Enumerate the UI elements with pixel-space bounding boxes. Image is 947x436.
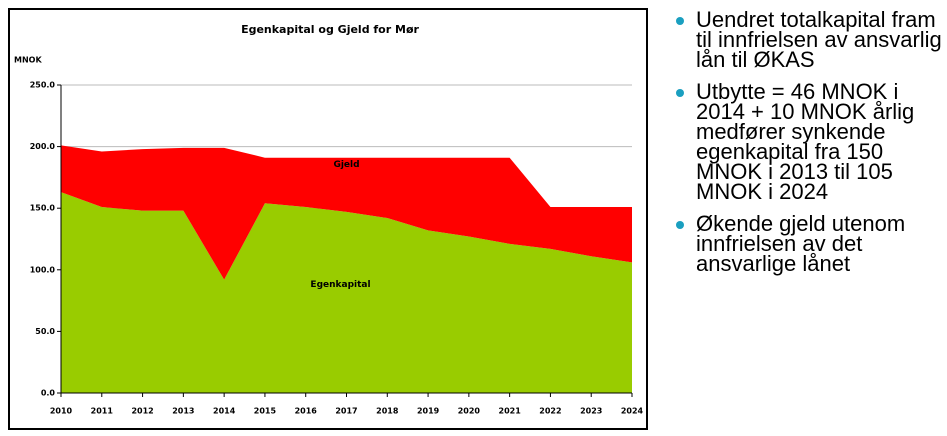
bullet-list: Uendret totalkapital fram til innfrielse…: [672, 9, 942, 286]
x-tick-label: 2010: [50, 407, 73, 416]
chart: Egenkapital og Gjeld for Mør MNOK 0.0 50.…: [8, 8, 648, 430]
area: [61, 145, 632, 280]
bullet-item: Økende gjeld utenom innfrielsen av det a…: [672, 213, 942, 275]
y-tick-label: 150.0: [30, 204, 56, 213]
y-tick-label: 50.0: [35, 327, 55, 336]
bullet-item: Utbytte = 46 MNOK i 2014 + 10 MNOK årlig…: [672, 81, 942, 203]
x-tick-label: 2011: [91, 407, 114, 416]
area-label: Gjeld: [333, 160, 359, 170]
area: [61, 192, 632, 393]
chart-title: Egenkapital og Gjeld for Mør: [241, 23, 419, 36]
x-tick-label: 2021: [499, 407, 522, 416]
x-tick-label: 2022: [539, 407, 561, 416]
x-tick-label: 2018: [376, 407, 399, 416]
y-tick-label: 250.0: [30, 81, 56, 90]
y-axis-label: MNOK: [14, 56, 42, 65]
bullet-item: Uendret totalkapital fram til innfrielse…: [672, 9, 942, 71]
x-tick-label: 2020: [458, 407, 481, 416]
y-tick-label: 100.0: [30, 265, 56, 274]
x-tick-label: 2014: [213, 407, 236, 416]
x-tick-label: 2019: [417, 407, 440, 416]
x-tick-label: 2016: [295, 407, 318, 416]
x-tick-label: 2024: [621, 407, 644, 416]
x-tick-label: 2013: [172, 407, 194, 416]
y-tick-label: 200.0: [30, 142, 56, 151]
y-tick-label: 0.0: [41, 389, 56, 398]
x-tick-label: 2015: [254, 407, 277, 416]
area-label: Egenkapital: [310, 280, 370, 290]
x-tick-label: 2012: [131, 407, 153, 416]
x-tick-label: 2017: [335, 407, 357, 416]
x-tick-label: 2023: [580, 407, 602, 416]
